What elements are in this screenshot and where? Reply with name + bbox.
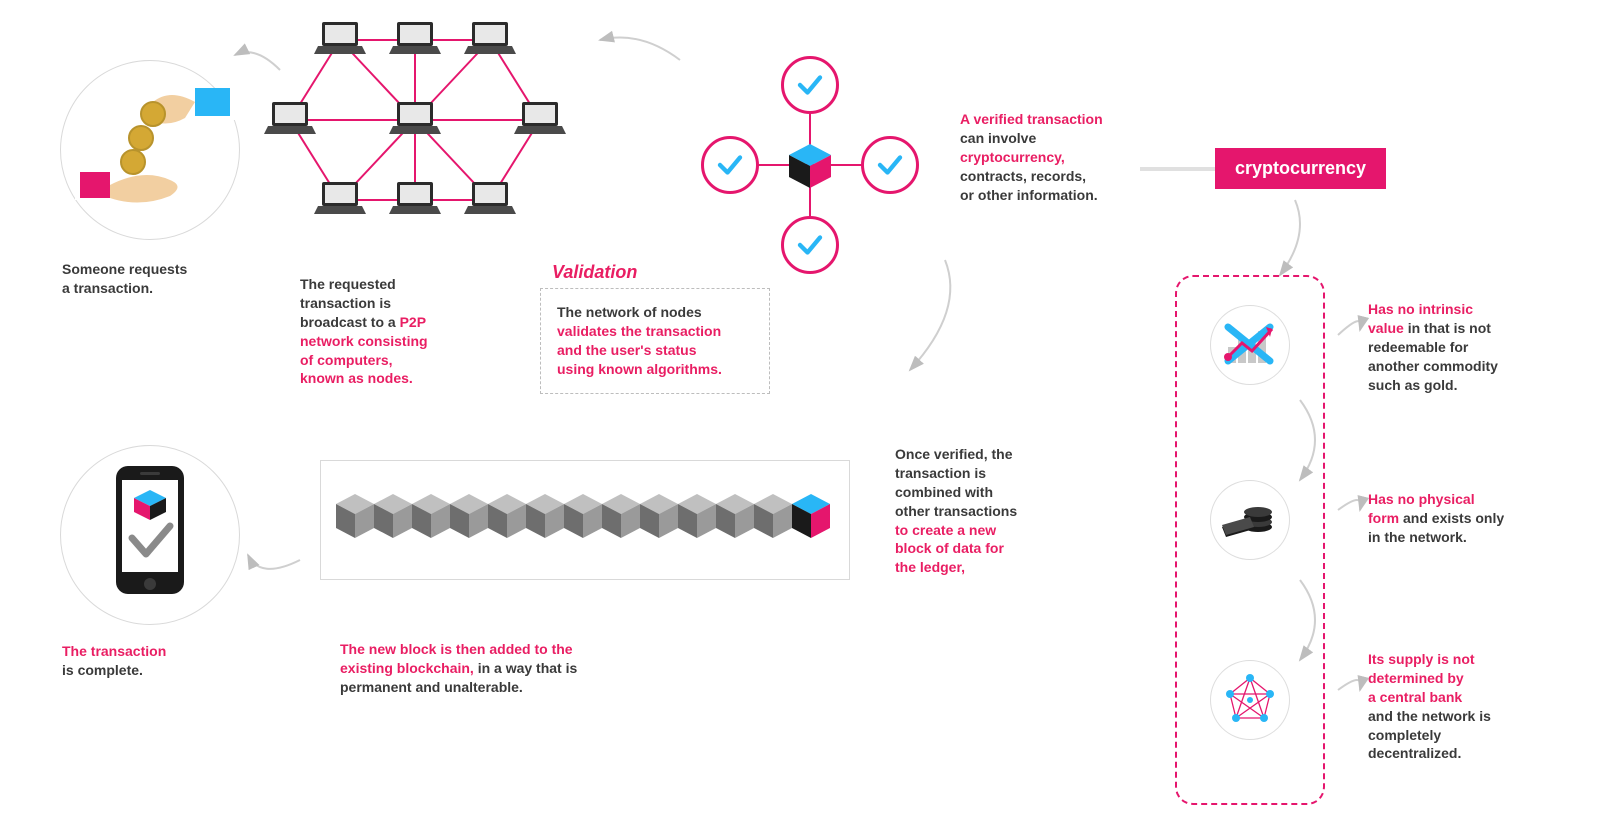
s5-l3: combined with xyxy=(895,484,993,500)
s5-l5: to create a new xyxy=(895,522,996,538)
p3-l5: completely xyxy=(1368,727,1441,743)
s5-l7: the ledger, xyxy=(895,559,965,575)
s5-l6: block of data for xyxy=(895,540,1004,556)
block-cube-icon xyxy=(642,490,680,553)
p1-l3: redeemable for xyxy=(1368,339,1468,355)
s6-l3: permanent and unalterable. xyxy=(340,679,523,695)
step2-l4: network consisting xyxy=(300,333,428,349)
s5-l2: transaction is xyxy=(895,465,986,481)
block-cube-icon xyxy=(528,490,566,553)
laptop-icon xyxy=(464,182,516,214)
step4-l3: cryptocurrency, xyxy=(960,149,1065,165)
p2-l1: Has no physical xyxy=(1368,491,1475,507)
step6-text: The new block is then added to the exist… xyxy=(340,640,660,697)
new-block-cube-icon xyxy=(785,140,835,190)
block-cube-icon xyxy=(490,490,528,553)
validation-box: The network of nodes validates the trans… xyxy=(540,288,770,394)
s7-l1: The transaction xyxy=(62,643,166,659)
p2-l2a: form xyxy=(1368,510,1403,526)
laptop-icon xyxy=(389,22,441,54)
s6-l1: The new block is then added to the xyxy=(340,641,573,657)
p3-l6: decentralized. xyxy=(1368,745,1461,761)
step2-l3a: broadcast to a xyxy=(300,314,400,330)
new-block-cube-icon xyxy=(794,490,832,553)
no-intrinsic-value-icon xyxy=(1210,305,1290,385)
validation-l3: and the user's status xyxy=(557,342,696,358)
p2-l2b: and exists only xyxy=(1403,510,1504,526)
step4-l4: contracts, records, xyxy=(960,168,1086,184)
crypto-prop1-text: Has no intrinsic value in that is not re… xyxy=(1368,300,1538,394)
validation-l4: using known algorithms. xyxy=(557,361,722,377)
laptop-icon xyxy=(389,182,441,214)
step4-l1: A verified transaction xyxy=(960,111,1103,127)
p1-l5: such as gold. xyxy=(1368,377,1457,393)
p1-l4: another commodity xyxy=(1368,358,1498,374)
step1-l2: a transaction. xyxy=(62,280,153,296)
p1-l2a: value xyxy=(1368,320,1408,336)
verified-cube-cluster xyxy=(690,55,930,275)
laptop-icon xyxy=(314,182,366,214)
validation-l1: The network of nodes xyxy=(557,304,702,320)
laptop-icon xyxy=(464,22,516,54)
s5-l4: other transactions xyxy=(895,503,1017,519)
decentralized-icon xyxy=(1210,660,1290,740)
block-cube-icon xyxy=(414,490,452,553)
validation-l2: validates the transaction xyxy=(557,323,721,339)
step4-l5: or other information. xyxy=(960,187,1098,203)
p1-l1: Has no intrinsic xyxy=(1368,301,1473,317)
p2-l3: in the network. xyxy=(1368,529,1467,545)
block-cube-icon xyxy=(604,490,642,553)
connector-line xyxy=(1140,167,1215,171)
block-cube-icon xyxy=(452,490,490,553)
phone-complete-icon xyxy=(110,460,190,610)
step2-l6: known as nodes. xyxy=(300,370,413,386)
step2-text: The requested transaction is broadcast t… xyxy=(300,275,490,388)
s7-l2: is complete. xyxy=(62,662,143,678)
crypto-label: cryptocurrency xyxy=(1215,148,1386,189)
blockchain-row xyxy=(338,490,832,553)
block-cube-icon xyxy=(756,490,794,553)
step4-text: A verified transaction can involve crypt… xyxy=(960,110,1160,204)
p3-l2: determined by xyxy=(1368,670,1464,686)
crypto-prop2-text: Has no physical form and exists only in … xyxy=(1368,490,1538,547)
block-cube-icon xyxy=(718,490,756,553)
block-cube-icon xyxy=(376,490,414,553)
block-cube-icon xyxy=(680,490,718,553)
block-cube-icon xyxy=(566,490,604,553)
laptop-icon xyxy=(514,102,566,134)
step2-l5: of computers, xyxy=(300,352,393,368)
step2-l2: transaction is xyxy=(300,295,391,311)
step4-l2: can involve xyxy=(960,130,1036,146)
laptop-icon xyxy=(264,102,316,134)
laptop-icon xyxy=(314,22,366,54)
s6-l2a: existing blockchain, xyxy=(340,660,478,676)
p1-l2b: in that is not xyxy=(1408,320,1491,336)
step7-text: The transaction is complete. xyxy=(62,642,232,680)
step2-l3b: P2P xyxy=(400,314,426,330)
check-icon xyxy=(781,216,839,274)
check-icon xyxy=(701,136,759,194)
no-physical-form-icon xyxy=(1210,480,1290,560)
step2-l1: The requested xyxy=(300,276,396,292)
validation-title: Validation xyxy=(552,260,637,284)
p3-l4: and the network is xyxy=(1368,708,1491,724)
p3-l1: Its supply is not xyxy=(1368,651,1475,667)
s5-l1: Once verified, the xyxy=(895,446,1012,462)
check-icon xyxy=(861,136,919,194)
p3-l3: a central bank xyxy=(1368,689,1462,705)
crypto-prop3-text: Its supply is not determined by a centra… xyxy=(1368,650,1538,763)
step5-text: Once verified, the transaction is combin… xyxy=(895,445,1075,577)
s6-l2b: in a way that is xyxy=(478,660,578,676)
p2p-network-icon xyxy=(0,0,650,280)
check-icon xyxy=(781,56,839,114)
block-cube-icon xyxy=(338,490,376,553)
laptop-icon xyxy=(389,102,441,134)
